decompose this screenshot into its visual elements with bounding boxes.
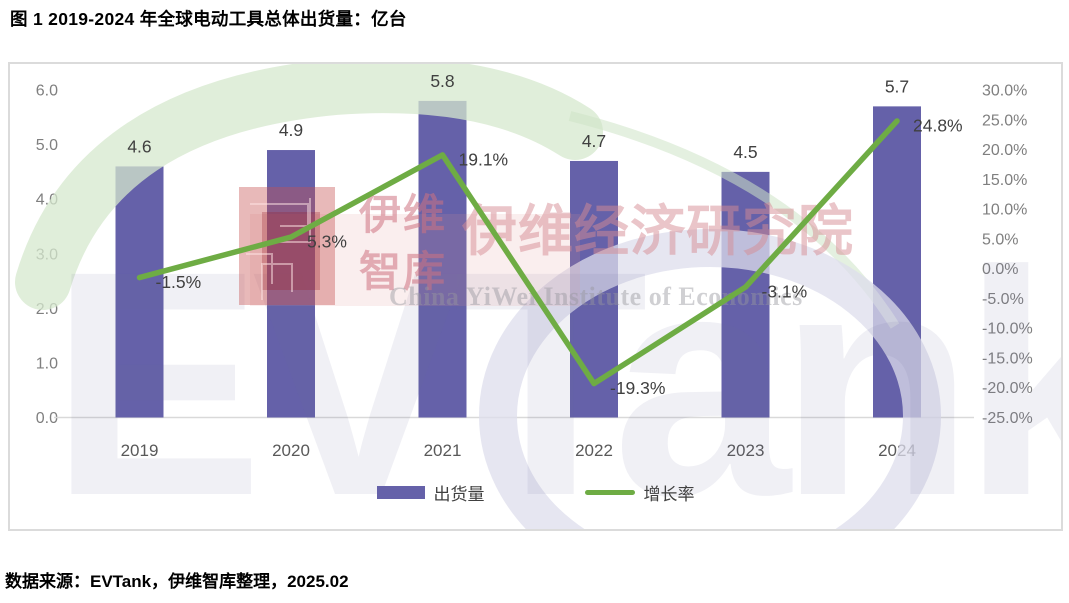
data-source-note: 数据来源：EVTank，伊维智库整理，2025.02: [5, 567, 349, 592]
y-axis-right-tick: 25.0%: [982, 112, 1027, 129]
x-axis-label-2021: 2021: [424, 441, 462, 460]
y-axis-right-tick: -10.0%: [982, 321, 1033, 338]
y-axis-left-tick: 4.0: [36, 192, 58, 209]
chart-area: 6.0 5.0 4.0 3.0 2.0 1.0 0.0 30.0% 25.0% 20.0% 15.0…: [8, 62, 1063, 531]
legend-item-shipments: 出货量: [376, 480, 485, 505]
y-axis-left-tick: 0.0: [36, 410, 58, 427]
data-source-label: 数据来源：: [5, 572, 90, 591]
growth-value-label-2020: 5.3%: [307, 232, 347, 252]
x-axis-label-2023: 2023: [727, 441, 765, 460]
y-axis-left-tick: 3.0: [36, 246, 58, 263]
bar-2019: [115, 166, 164, 418]
y-axis-right-tick: -15.0%: [982, 350, 1033, 367]
y-axis-right-tick: 5.0%: [982, 231, 1018, 248]
y-axis-right-tick: 20.0%: [982, 142, 1027, 159]
watermark-logo-square-inner: [262, 212, 320, 290]
watermark-logo-line1: 伊维: [359, 191, 448, 238]
legend-label-growth: 增长率: [643, 485, 695, 504]
bar-2020: [267, 150, 315, 418]
watermark-circuit-lines: [246, 198, 311, 300]
y-axis-left-tick: 1.0: [36, 355, 58, 372]
bar-2024: [873, 106, 921, 418]
watermark-institute-name-en: China YiWei Institute of Economics: [389, 282, 803, 311]
legend-label-shipments: 出货量: [433, 485, 485, 504]
bar-value-label-2019: 4.6: [127, 136, 151, 156]
y-axis-right-tick: 0.0%: [982, 261, 1018, 278]
watermark-institute-name: 伊维经济研究院: [462, 200, 855, 262]
growth-value-label-2019: -1.5%: [156, 272, 202, 292]
y-axis-right-tick: 10.0%: [982, 202, 1027, 219]
y-axis-right-tick: 30.0%: [982, 83, 1027, 100]
growth-value-label-2024: 24.8%: [913, 116, 963, 136]
x-axis-label-2022: 2022: [575, 441, 613, 460]
bar-value-label-2024: 5.7: [885, 76, 909, 96]
chart-title: 图 1 2019-2024 年全球电动工具总体出货量：亿台: [10, 9, 407, 29]
data-source-text: EVTank，伊维智库整理，2025.02: [90, 572, 349, 591]
x-axis-label-2019: 2019: [121, 441, 159, 460]
legend-item-growth: 增长率: [584, 480, 695, 505]
bar-value-label-2023: 4.5: [733, 142, 757, 162]
line-series-swatch: [584, 489, 635, 496]
bar-value-label-2020: 4.9: [279, 120, 303, 140]
y-axis-right-tick: -5.0%: [982, 291, 1024, 308]
bar-value-label-2021: 5.8: [430, 71, 454, 91]
y-axis-right-tick: -25.0%: [982, 410, 1033, 427]
y-axis-right-tick: 15.0%: [982, 172, 1027, 189]
x-axis-label-2020: 2020: [272, 441, 310, 460]
y-axis-right-tick: -20.0%: [982, 380, 1033, 397]
x-axis-label-2024: 2024: [878, 441, 916, 460]
y-axis-left-tick: 5.0: [36, 137, 58, 154]
growth-value-label-2021: 19.1%: [459, 150, 509, 170]
growth-value-label-2022: -19.3%: [610, 378, 665, 398]
watermark-logo-square: [239, 187, 335, 305]
y-axis-left-tick: 2.0: [36, 301, 58, 318]
bar-series-swatch: [376, 486, 425, 499]
y-axis-left-tick: 6.0: [36, 83, 58, 100]
bar-value-label-2022: 4.7: [582, 131, 606, 151]
chart-legend: 出货量 增长率: [10, 480, 1061, 505]
